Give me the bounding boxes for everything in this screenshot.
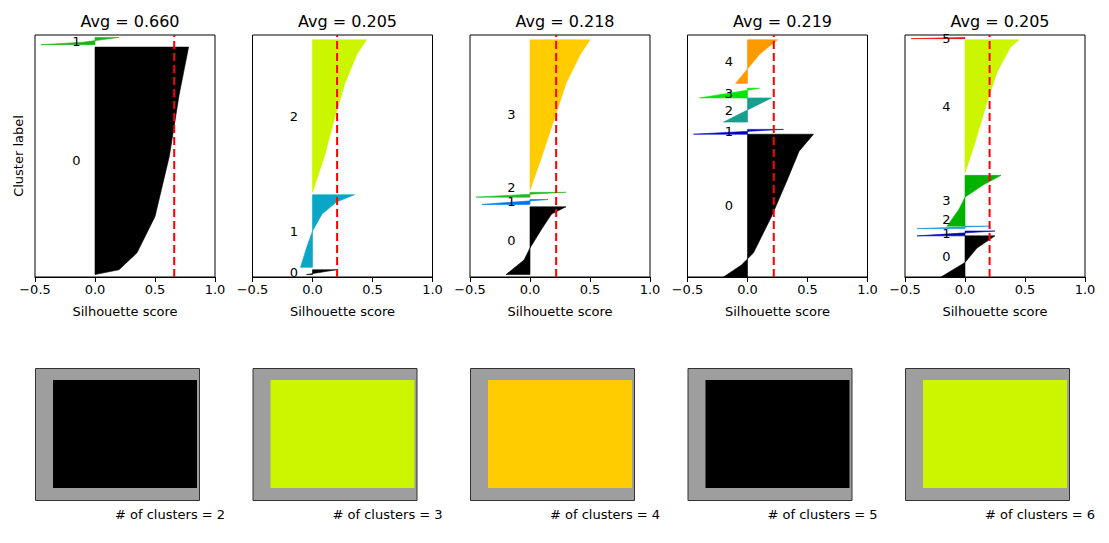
svg-text:4: 4 <box>725 54 733 69</box>
svg-text:Silhouette score: Silhouette score <box>507 304 612 319</box>
svg-text:# of clusters = 6: # of clusters = 6 <box>985 507 1095 522</box>
svg-text:2: 2 <box>725 103 733 118</box>
svg-text:−0.5: −0.5 <box>19 282 51 297</box>
svg-text:4: 4 <box>942 99 950 114</box>
svg-text:3: 3 <box>725 86 733 101</box>
svg-text:# of clusters = 2: # of clusters = 2 <box>115 507 225 522</box>
svg-text:2: 2 <box>507 180 515 195</box>
svg-text:1.0: 1.0 <box>640 282 661 297</box>
svg-text:0.0: 0.0 <box>302 282 323 297</box>
svg-text:−0.5: −0.5 <box>889 282 921 297</box>
svg-text:−0.5: −0.5 <box>672 282 704 297</box>
svg-text:# of clusters = 3: # of clusters = 3 <box>332 507 442 522</box>
svg-text:Avg = 0.205: Avg = 0.205 <box>298 12 397 31</box>
svg-text:1: 1 <box>725 124 733 139</box>
svg-text:# of clusters = 5: # of clusters = 5 <box>767 507 877 522</box>
svg-text:0: 0 <box>942 249 950 264</box>
svg-text:1.0: 1.0 <box>205 282 226 297</box>
svg-text:2: 2 <box>942 212 950 227</box>
svg-text:Silhouette score: Silhouette score <box>72 304 177 319</box>
svg-text:0: 0 <box>507 233 515 248</box>
svg-text:0.5: 0.5 <box>362 282 383 297</box>
svg-text:0.5: 0.5 <box>1015 282 1036 297</box>
svg-text:1.0: 1.0 <box>1075 282 1096 297</box>
svg-text:0.5: 0.5 <box>145 282 166 297</box>
svg-text:1.0: 1.0 <box>422 282 443 297</box>
svg-text:3: 3 <box>507 107 515 122</box>
svg-text:Silhouette score: Silhouette score <box>290 304 395 319</box>
svg-text:Silhouette score: Silhouette score <box>942 304 1047 319</box>
svg-text:2: 2 <box>290 109 298 124</box>
svg-text:Cluster label: Cluster label <box>11 115 26 197</box>
svg-text:Silhouette score: Silhouette score <box>725 304 830 319</box>
svg-text:0: 0 <box>72 153 80 168</box>
svg-text:Avg = 0.218: Avg = 0.218 <box>515 12 614 31</box>
svg-text:1.0: 1.0 <box>857 282 878 297</box>
svg-text:0.0: 0.0 <box>520 282 541 297</box>
svg-text:0.0: 0.0 <box>955 282 976 297</box>
svg-text:−0.5: −0.5 <box>237 282 269 297</box>
svg-text:0.5: 0.5 <box>580 282 601 297</box>
svg-text:0.5: 0.5 <box>797 282 818 297</box>
svg-text:3: 3 <box>942 193 950 208</box>
svg-text:# of clusters = 4: # of clusters = 4 <box>550 507 660 522</box>
svg-text:5: 5 <box>942 31 950 46</box>
svg-text:0: 0 <box>725 198 733 213</box>
svg-text:1: 1 <box>290 224 298 239</box>
svg-text:Avg = 0.660: Avg = 0.660 <box>80 12 179 31</box>
svg-text:1: 1 <box>942 226 950 241</box>
svg-text:−0.5: −0.5 <box>454 282 486 297</box>
svg-text:Avg = 0.219: Avg = 0.219 <box>733 12 832 31</box>
svg-text:0.0: 0.0 <box>737 282 758 297</box>
svg-text:0.0: 0.0 <box>85 282 106 297</box>
svg-text:0: 0 <box>290 265 298 280</box>
svg-text:Avg = 0.205: Avg = 0.205 <box>950 12 1049 31</box>
svg-text:1: 1 <box>72 34 80 49</box>
svg-text:1: 1 <box>507 194 515 209</box>
